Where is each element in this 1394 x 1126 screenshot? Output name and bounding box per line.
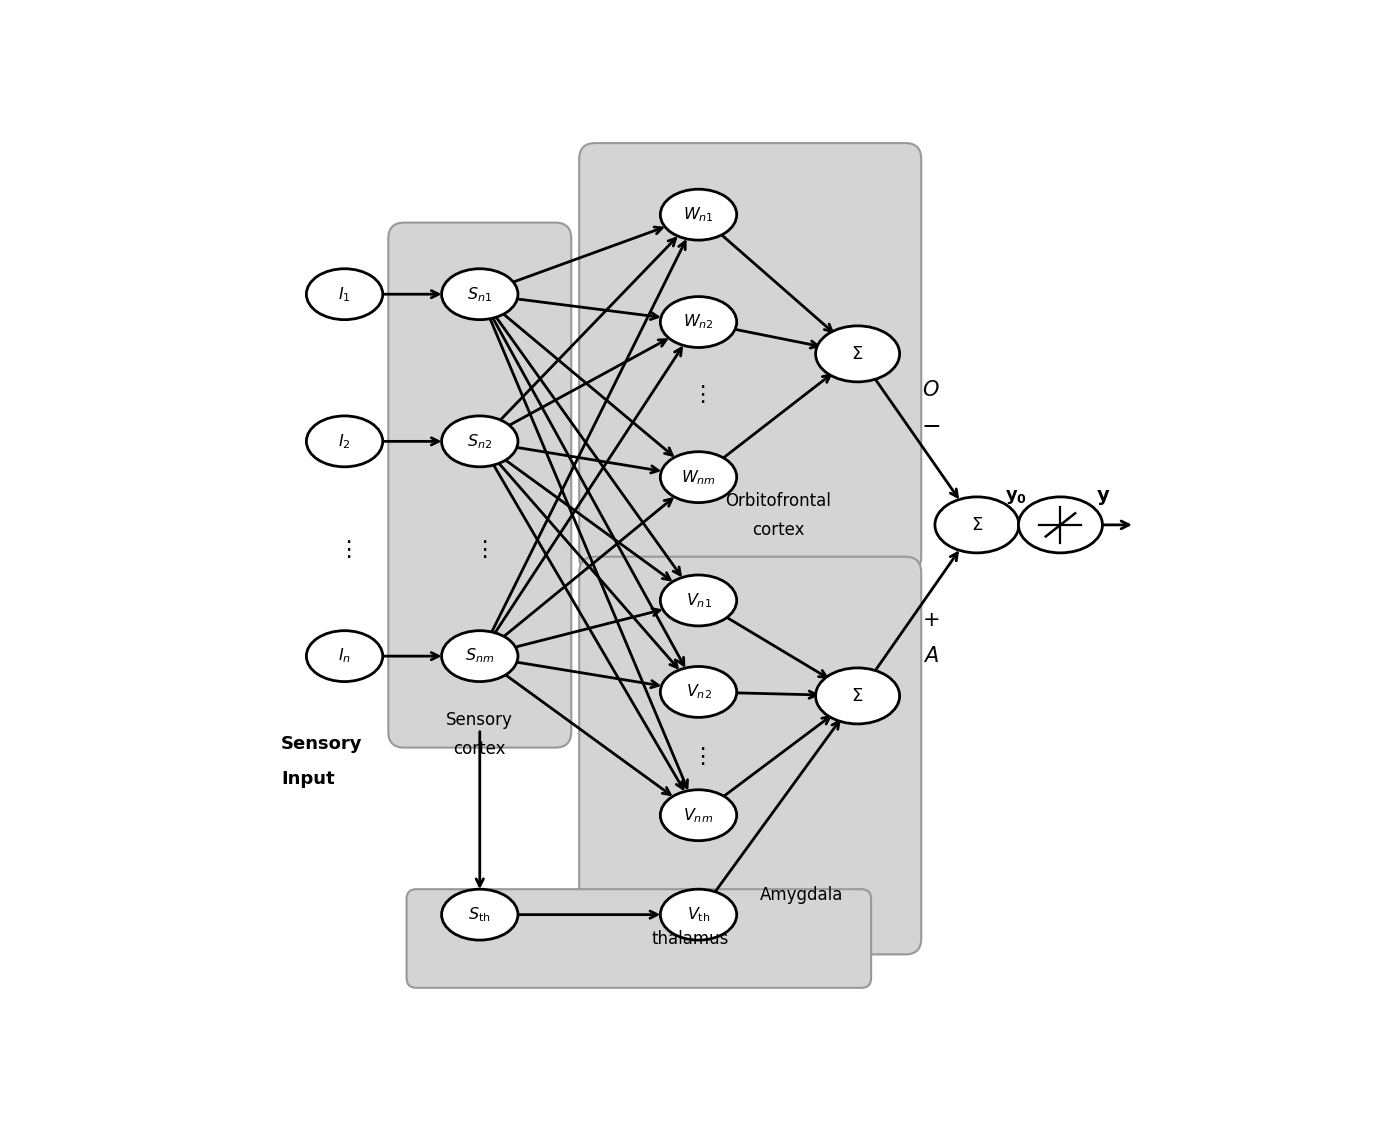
Ellipse shape [661, 667, 736, 717]
Text: $W_{n1}$: $W_{n1}$ [683, 205, 714, 224]
Text: thalamus: thalamus [652, 929, 729, 947]
Ellipse shape [661, 189, 736, 240]
Text: $O$: $O$ [921, 379, 940, 400]
Ellipse shape [661, 452, 736, 502]
Text: Orbitofrontal: Orbitofrontal [725, 492, 831, 510]
Ellipse shape [815, 325, 899, 382]
FancyBboxPatch shape [579, 143, 921, 573]
Text: $\Sigma$: $\Sigma$ [852, 687, 864, 705]
Ellipse shape [661, 890, 736, 940]
Text: cortex: cortex [751, 520, 804, 538]
Text: cortex: cortex [453, 740, 506, 758]
FancyBboxPatch shape [579, 556, 921, 955]
Text: Sensory: Sensory [282, 734, 362, 752]
Text: $\vdots$: $\vdots$ [691, 383, 705, 404]
Ellipse shape [442, 631, 519, 681]
Ellipse shape [307, 631, 383, 681]
Text: $S_{\mathrm{th}}$: $S_{\mathrm{th}}$ [468, 905, 491, 924]
Text: Amygdala: Amygdala [760, 886, 843, 904]
Text: $\Sigma$: $\Sigma$ [970, 516, 983, 534]
Text: $I_2$: $I_2$ [339, 432, 351, 450]
Text: Sensory: Sensory [446, 711, 513, 729]
Text: $S_{n2}$: $S_{n2}$ [467, 432, 492, 450]
Text: $V_{n1}$: $V_{n1}$ [686, 591, 711, 610]
Text: $\vdots$: $\vdots$ [691, 744, 705, 767]
Text: $V_{\mathrm{th}}$: $V_{\mathrm{th}}$ [687, 905, 711, 924]
Text: $S_{nm}$: $S_{nm}$ [466, 646, 495, 665]
Ellipse shape [442, 890, 519, 940]
FancyBboxPatch shape [407, 890, 871, 988]
Ellipse shape [815, 668, 899, 724]
Text: $V_{n2}$: $V_{n2}$ [686, 682, 711, 701]
Ellipse shape [661, 575, 736, 626]
Text: $I_n$: $I_n$ [337, 646, 351, 665]
Text: $S_{n1}$: $S_{n1}$ [467, 285, 492, 304]
FancyBboxPatch shape [389, 223, 572, 748]
Text: $W_{n2}$: $W_{n2}$ [683, 313, 714, 331]
Text: $W_{nm}$: $W_{nm}$ [682, 467, 717, 486]
Ellipse shape [442, 415, 519, 467]
Ellipse shape [307, 269, 383, 320]
Text: $V_{nm}$: $V_{nm}$ [683, 806, 714, 824]
Text: Input: Input [282, 770, 335, 788]
Ellipse shape [661, 296, 736, 348]
Ellipse shape [935, 497, 1019, 553]
Ellipse shape [661, 789, 736, 841]
Text: $\Sigma$: $\Sigma$ [852, 345, 864, 363]
Ellipse shape [442, 269, 519, 320]
Ellipse shape [307, 415, 383, 467]
Text: $\vdots$: $\vdots$ [473, 538, 487, 560]
Text: $\mathbf{y}$: $\mathbf{y}$ [1096, 488, 1111, 507]
Text: $\vdots$: $\vdots$ [337, 538, 351, 560]
Text: $A$: $A$ [923, 646, 938, 667]
Text: $I_1$: $I_1$ [339, 285, 351, 304]
Text: $-$: $-$ [921, 413, 941, 438]
Ellipse shape [1019, 497, 1103, 553]
Text: $\mathbf{y_0}$: $\mathbf{y_0}$ [1005, 488, 1027, 506]
Text: $+$: $+$ [921, 610, 940, 631]
